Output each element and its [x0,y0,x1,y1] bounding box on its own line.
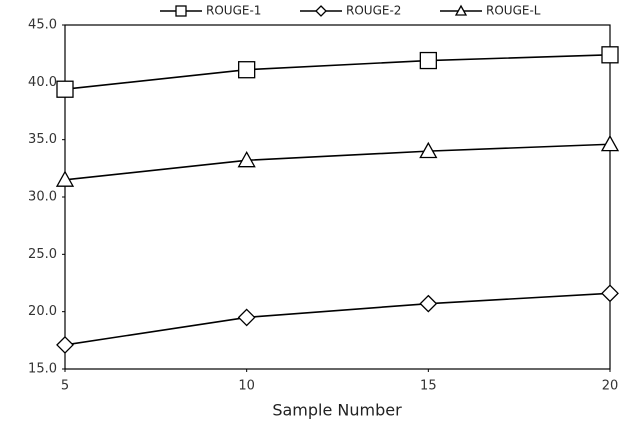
data-point [419,294,438,313]
x-tick-label: 10 [238,379,255,394]
y-tick-label: 40.0 [28,75,57,90]
legend-label: ROUGE-2 [346,4,401,18]
series-line [64,54,611,91]
x-tick-label: 5 [61,379,69,394]
data-point [601,46,619,64]
data-point [419,141,438,159]
x-tick-label: 20 [602,379,619,394]
y-tick-label: 25.0 [28,247,57,262]
data-point [600,134,620,152]
data-point [238,61,256,79]
y-tick-label: 20.0 [28,304,57,319]
y-tick-label: 15.0 [28,362,57,377]
y-tick-label: 35.0 [28,132,57,147]
legend-label: ROUGE-L [486,4,541,18]
series-line [64,143,611,181]
y-tick-label: 30.0 [28,190,57,205]
plot-frame [64,24,611,370]
legend-label: ROUGE-1 [206,4,261,18]
x-tick-label: 15 [420,379,437,394]
data-point [237,308,256,327]
data-point [56,80,74,98]
series-line [64,292,611,346]
legend-marker [315,5,327,17]
x-axis-title: Sample Number [272,401,402,420]
legend-marker [454,4,468,16]
legend-marker [175,5,187,17]
data-point [419,51,437,70]
data-point [56,336,74,354]
y-tick-label: 45.0 [28,18,57,33]
data-point [601,284,619,303]
data-point [237,150,256,168]
data-point [55,170,75,187]
